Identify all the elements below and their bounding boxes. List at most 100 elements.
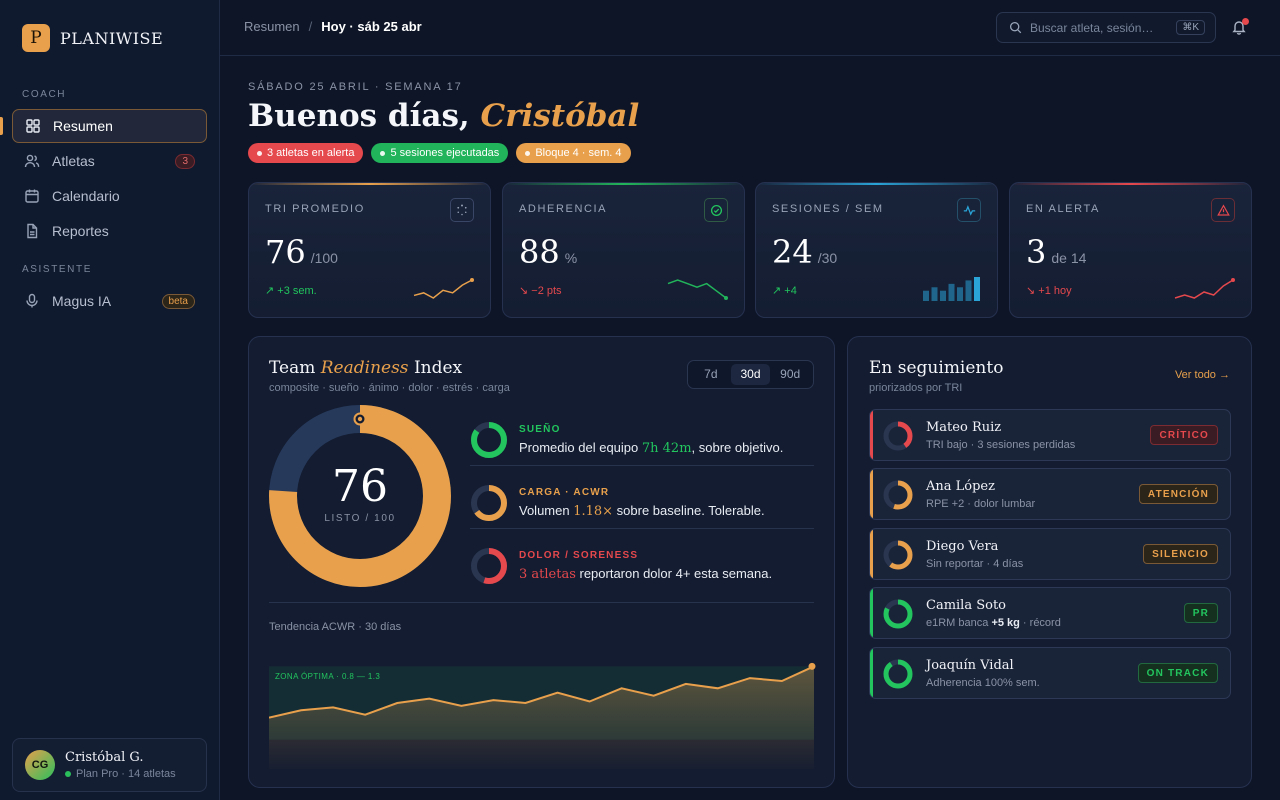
view-all-link[interactable]: Ver todo → bbox=[1174, 369, 1230, 381]
pill-label: Bloque 4 · sem. 4 bbox=[535, 147, 622, 159]
search-input[interactable]: Buscar atleta, sesión… ⌘K bbox=[996, 12, 1216, 43]
status-bar bbox=[870, 410, 873, 460]
divider bbox=[470, 528, 814, 529]
desc-text: , sobre objetivo. bbox=[691, 440, 784, 455]
athlete-ring bbox=[883, 480, 913, 510]
athlete-row-diego-vera[interactable]: Diego Vera Sin reportar · 4 días SILENCI… bbox=[869, 528, 1231, 580]
metric-dolor[interactable]: DOLOR / SORENESS 3 atletas reportaron do… bbox=[470, 535, 814, 597]
sparkline bbox=[1174, 278, 1235, 299]
pill-sessions[interactable]: 5 sesiones ejecutadas bbox=[371, 143, 509, 163]
kpi-delta: ↘ +1 hoy bbox=[1026, 285, 1072, 297]
detail-text: Adherencia 100% sem. bbox=[926, 677, 1040, 689]
sidebar-item-resumen[interactable]: Resumen bbox=[12, 109, 207, 143]
spark-bar bbox=[923, 290, 929, 301]
alert-count-badge: 3 bbox=[175, 153, 195, 169]
check-circle-icon bbox=[704, 198, 728, 222]
range-90d[interactable]: 90d bbox=[780, 367, 801, 381]
sparkline-path bbox=[667, 279, 727, 299]
sidebar-item-reportes[interactable]: Reportes bbox=[12, 214, 207, 248]
bar-sparkline bbox=[923, 277, 980, 301]
status-tag: CRÍTICO bbox=[1150, 425, 1218, 445]
card-glow bbox=[756, 183, 997, 185]
kpi-label: TRI PROMEDIO bbox=[265, 203, 365, 215]
beta-badge: beta bbox=[161, 293, 195, 309]
kpi-card-sesiones[interactable]: SESIONES / SEM 24/30 ↗ +4 bbox=[755, 182, 998, 318]
metric-title: CARGA · ACWR bbox=[519, 487, 610, 498]
online-status-dot bbox=[65, 771, 71, 777]
user-profile-card[interactable]: CG Cristóbal G. Plan Pro · 14 atletas bbox=[12, 738, 207, 792]
panel-title: En seguimiento bbox=[869, 358, 1004, 378]
kpi-value: 76 bbox=[265, 233, 306, 271]
pill-block[interactable]: Bloque 4 · sem. 4 bbox=[516, 143, 631, 163]
readiness-donut bbox=[269, 405, 451, 587]
athlete-row-mateo-ruiz[interactable]: Mateo Ruiz TRI bajo · 3 sesiones perdida… bbox=[869, 409, 1231, 461]
athlete-name: Ana López bbox=[926, 479, 995, 494]
card-glow bbox=[503, 183, 744, 185]
breadcrumb-current: Hoy · sáb 25 abr bbox=[321, 19, 422, 34]
kpi-card-adherencia[interactable]: ADHERENCIA 88% ↘ −2 pts bbox=[502, 182, 745, 318]
grid-icon bbox=[26, 119, 40, 133]
kpi-value: 88 bbox=[519, 233, 560, 271]
ring-fill bbox=[883, 599, 913, 629]
athlete-ring bbox=[883, 599, 913, 629]
range-30d[interactable]: 30d bbox=[730, 364, 771, 385]
search-placeholder: Buscar atleta, sesión… bbox=[1030, 20, 1154, 35]
active-indicator bbox=[0, 117, 3, 135]
pill-dot bbox=[257, 150, 262, 156]
desc-text: Promedio del equipo bbox=[519, 440, 639, 455]
athlete-row-joaquin-vidal[interactable]: Joaquín Vidal Adherencia 100% sem. ON TR… bbox=[869, 647, 1231, 699]
athlete-detail: e1RM banca +5 kg · récord bbox=[926, 617, 1061, 629]
athlete-row-camila-soto[interactable]: Camila Soto e1RM banca +5 kg · récord PR bbox=[869, 587, 1231, 639]
pill-alert[interactable]: 3 atletas en alerta bbox=[248, 143, 364, 163]
brand[interactable]: P PLANIWISE bbox=[22, 24, 163, 52]
spinner-icon bbox=[450, 198, 474, 222]
metric-desc: Volumen 1.18× sobre baseline. Tolerable. bbox=[519, 503, 765, 519]
sparkline bbox=[667, 279, 728, 300]
desc-text: Volumen bbox=[519, 503, 570, 518]
alert-triangle-icon bbox=[1211, 198, 1235, 222]
sidebar-item-label: Magus IA bbox=[52, 293, 112, 309]
athlete-ring bbox=[883, 659, 913, 689]
sidebar-item-calendario[interactable]: Calendario bbox=[12, 179, 207, 213]
sidebar-item-label: Calendario bbox=[52, 188, 120, 204]
date-eyebrow: SÁBADO 25 ABRIL · SEMANA 17 bbox=[248, 81, 463, 93]
desc-text: sobre baseline. Tolerable. bbox=[613, 503, 765, 518]
divider bbox=[269, 602, 814, 603]
metric-sueno[interactable]: SUEÑO Promedio del equipo 7h 42m, sobre … bbox=[470, 409, 814, 471]
desc-highlight: 7h 42m bbox=[641, 441, 692, 456]
athlete-name: Camila Soto bbox=[926, 598, 1007, 613]
trend-label: Tendencia ACWR · 30 días bbox=[269, 621, 402, 633]
avatar: CG bbox=[25, 750, 55, 780]
kpi-card-alerta[interactable]: EN ALERTA 3 de 14 ↘ +1 hoy bbox=[1009, 182, 1252, 318]
pill-label: 3 atletas en alerta bbox=[267, 147, 355, 159]
athlete-name: Joaquín Vidal bbox=[926, 658, 1014, 673]
divider bbox=[470, 465, 814, 466]
trend-line bbox=[269, 665, 815, 719]
range-7d[interactable]: 7d bbox=[704, 367, 718, 381]
calendar-icon bbox=[25, 189, 39, 203]
title-part: Team bbox=[269, 358, 316, 378]
sidebar-item-atletas[interactable]: Atletas 3 bbox=[12, 144, 207, 178]
detail-text: TRI bajo · 3 sesiones perdidas bbox=[926, 439, 1076, 451]
sleep-ring bbox=[471, 422, 507, 458]
donut-marker-core bbox=[357, 416, 363, 422]
metric-desc: 3 atletas reportaron dolor 4+ esta seman… bbox=[519, 566, 772, 582]
athlete-ring bbox=[883, 540, 913, 570]
sidebar-item-magus-ia[interactable]: Magus IA beta bbox=[12, 284, 207, 318]
desc-highlight: 3 atletas bbox=[519, 567, 576, 582]
detail-text: Sin reportar · 4 días bbox=[926, 558, 1024, 570]
kpi-label: EN ALERTA bbox=[1026, 203, 1100, 215]
kpi-card-tri[interactable]: TRI PROMEDIO 76/100 ↗ +3 sem. bbox=[248, 182, 491, 318]
metric-carga[interactable]: CARGA · ACWR Volumen 1.18× sobre baselin… bbox=[470, 472, 814, 534]
card-glow bbox=[1010, 183, 1251, 185]
spark-bar bbox=[931, 287, 938, 301]
breadcrumb-root[interactable]: Resumen bbox=[244, 19, 300, 34]
status-tag: SILENCIO bbox=[1143, 544, 1218, 564]
desc-text: reportaron dolor 4+ esta semana. bbox=[575, 566, 773, 581]
bell-icon[interactable] bbox=[1231, 19, 1247, 35]
trend-area bbox=[269, 666, 814, 769]
sidebar-item-label: Reportes bbox=[52, 223, 109, 239]
athlete-detail: RPE +2 · dolor lumbar bbox=[926, 498, 1035, 510]
spark-bar bbox=[940, 290, 946, 301]
athlete-row-ana-lopez[interactable]: Ana López RPE +2 · dolor lumbar ATENCIÓN bbox=[869, 468, 1231, 520]
